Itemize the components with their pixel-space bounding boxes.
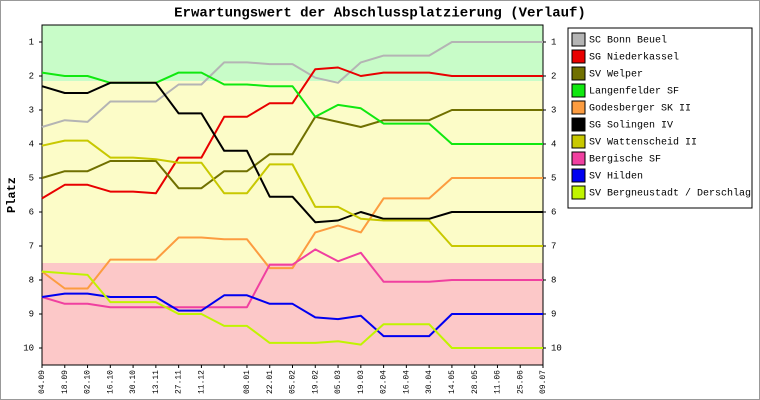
x-tick-label: 28.05: [471, 370, 480, 394]
legend-swatch: [571, 49, 586, 64]
legend-label: SG Niederkassel: [589, 52, 679, 64]
y-tick-label: 7: [29, 241, 34, 251]
legend-label: SC Bonn Beuel: [589, 35, 667, 47]
legend-swatch: [571, 168, 586, 183]
legend-label: SG Solingen IV: [589, 120, 673, 132]
x-tick-label: 11.06: [494, 370, 503, 394]
legend-swatch: [571, 66, 586, 81]
legend-swatch: [571, 185, 586, 200]
legend-swatch: [571, 100, 586, 115]
x-tick-label: 02.04: [380, 370, 389, 394]
series-line: [41, 66, 543, 200]
legend-label: SV Hilden: [589, 171, 643, 183]
y2-tick-label: 9: [551, 309, 556, 319]
series-line: [41, 177, 543, 290]
y-axis-label: Platz: [5, 177, 19, 213]
x-tick-label: 27.11: [175, 370, 184, 394]
x-tick-label: 19.02: [311, 370, 320, 394]
x-tick-label: 05.03: [334, 370, 343, 394]
legend-swatch: [571, 151, 586, 166]
y-tick-label: 8: [29, 275, 34, 285]
x-tick-label: 11.12: [198, 370, 207, 394]
y2-tick-label: 3: [551, 105, 556, 115]
x-tick-label: 09.07: [539, 370, 548, 394]
y-tick-label: 4: [29, 139, 34, 149]
x-tick-label: 30.10: [129, 370, 138, 394]
y2-tick-label: 10: [551, 343, 562, 353]
y-tick-label: 3: [29, 105, 34, 115]
band: [42, 81, 543, 263]
legend-swatch: [571, 134, 586, 149]
series-line: [41, 41, 543, 128]
legend-label: Langenfelder SF: [589, 86, 679, 98]
x-tick-label: 30.04: [425, 370, 434, 394]
legend-box: [567, 27, 753, 209]
y-tick-label: 6: [29, 207, 34, 217]
x-tick-label: 22.01: [266, 370, 275, 394]
y-tick-label: 10: [23, 343, 34, 353]
x-tick-label: 08.01: [243, 370, 252, 394]
x-tick-label: 04.09: [38, 370, 47, 394]
legend-swatch: [571, 117, 586, 132]
x-tick-label: 02.10: [84, 370, 93, 394]
x-tick-label: 16.10: [106, 370, 115, 394]
y-tick-label: 5: [29, 173, 34, 183]
legend-swatch: [571, 32, 586, 47]
x-tick-label: 13.11: [152, 370, 161, 394]
x-tick-label: 19.03: [357, 370, 366, 394]
chart-title: Erwartungswert der Abschlussplatzierung …: [174, 6, 586, 22]
series-line: [41, 81, 543, 224]
series-line: [41, 248, 543, 309]
x-tick-label: 16.04: [402, 370, 411, 394]
y-tick-label: 1: [29, 37, 34, 47]
legend-label: SV Welper: [589, 69, 643, 81]
y2-tick-label: 7: [551, 241, 556, 251]
y2-tick-label: 1: [551, 37, 556, 47]
y-tick-label: 9: [29, 309, 34, 319]
legend-label: SV Wattenscheid II: [589, 137, 697, 149]
legend-swatch: [571, 83, 586, 98]
x-tick-label: 18.09: [61, 370, 70, 394]
series-line: [41, 292, 543, 338]
y2-tick-label: 5: [551, 173, 556, 183]
series-line: [41, 139, 543, 247]
band: [42, 25, 543, 82]
y2-tick-label: 8: [551, 275, 556, 285]
x-tick-label: 25.06: [516, 370, 525, 394]
legend-label: Godesberger SK II: [589, 103, 691, 115]
series-line: [41, 109, 543, 190]
legend-label: SV Bergneustadt / Derschlag: [589, 188, 751, 200]
y2-tick-label: 4: [551, 139, 556, 149]
legend-label: Bergische SF: [589, 154, 661, 166]
series-line: [41, 270, 543, 349]
y2-tick-label: 2: [551, 71, 556, 81]
x-tick-label: 05.02: [289, 370, 298, 394]
y2-tick-label: 6: [551, 207, 556, 217]
x-tick-label: 14.05: [448, 370, 457, 394]
y-tick-label: 2: [29, 71, 34, 81]
